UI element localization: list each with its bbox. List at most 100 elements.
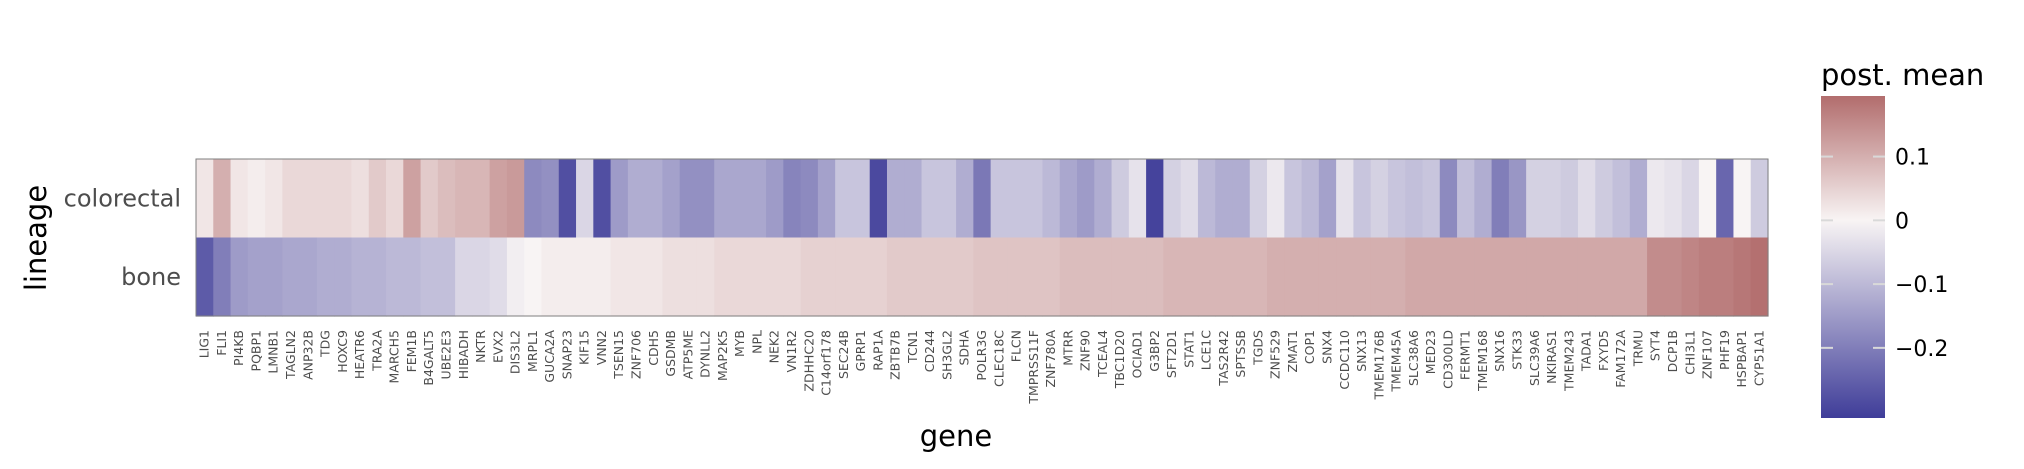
heatmap-cell [334, 159, 353, 239]
column-label: SFT2D1 [1164, 330, 1179, 378]
heatmap-cell [1664, 237, 1683, 317]
column-label: SH3GL2 [939, 330, 954, 380]
heatmap-cell [455, 159, 473, 239]
heatmap-cell [1146, 159, 1164, 239]
column-label: TRMU [1630, 330, 1645, 367]
heatmap-cell [1180, 159, 1199, 239]
heatmap-cells [196, 159, 1769, 317]
heatmap-cell [524, 159, 543, 239]
heatmap-cell [731, 159, 750, 239]
column-label: UBE2E3 [438, 330, 453, 379]
heatmap-cell [1180, 237, 1199, 317]
heatmap-cell [1405, 237, 1424, 317]
heatmap-cell [1457, 159, 1475, 239]
column-label: SEC24B [836, 330, 851, 379]
heatmap-cell [265, 159, 283, 239]
column-label: TMEM176B [1371, 330, 1386, 401]
heatmap-cell [1577, 159, 1596, 239]
heatmap-cell [627, 237, 646, 317]
column-label: TBC1D20 [1112, 330, 1127, 389]
heatmap-cell [1059, 159, 1078, 239]
heatmap-cell [524, 237, 543, 317]
heatmap-cell [437, 159, 456, 239]
heatmap-cell [196, 159, 214, 239]
colorbar-ticks: 0.1 0 −0.1 −0.2 [1821, 146, 1948, 362]
column-label: TCN1 [905, 330, 920, 364]
heatmap-cell [1750, 237, 1769, 317]
heatmap-cell [386, 237, 404, 317]
column-label: G3BP2 [1147, 330, 1162, 372]
heatmap-cell [1491, 159, 1510, 239]
heatmap-cell [904, 159, 923, 239]
column-label: HOXC9 [335, 330, 350, 373]
column-labels: LIG1 FLI1 PI4KB PQBP1 LMNB1 TAGLN2 ANP32B TDG HO… [197, 330, 1767, 405]
heatmap-cell [852, 237, 871, 317]
heatmap-cell [1647, 159, 1665, 239]
colorbar-tick-label: −0.2 [1895, 337, 1948, 362]
column-label: POLR3G [974, 330, 989, 381]
column-label: MED23 [1423, 330, 1438, 374]
heatmap-cell [213, 237, 232, 317]
column-label: PHF19 [1717, 330, 1732, 370]
heatmap-cell [869, 159, 888, 239]
heatmap-cell [748, 237, 767, 317]
column-label: TCEAL4 [1095, 330, 1110, 378]
heatmap-cell [696, 159, 715, 239]
heatmap-cell [886, 159, 905, 239]
heatmap-cell [1128, 159, 1147, 239]
heatmap-cell [904, 237, 923, 317]
heatmap-cell [472, 237, 491, 317]
row-label: colorectal [64, 184, 181, 212]
column-label: SNX13 [1354, 330, 1369, 372]
column-label: COP1 [1302, 330, 1317, 364]
heatmap-cell [403, 237, 422, 317]
heatmap-cell [1042, 237, 1061, 317]
heatmap-cell [1042, 159, 1061, 239]
heatmap-cell [1508, 159, 1527, 239]
heatmap-cell [1249, 159, 1268, 239]
heatmap-cell [247, 159, 266, 239]
heatmap-cell [800, 237, 819, 317]
heatmap-cell [1629, 237, 1648, 317]
heatmap-cell [1215, 237, 1234, 317]
heatmap-cell [1232, 237, 1251, 317]
column-label: SLC39A6 [1527, 330, 1542, 386]
heatmap-cell [1077, 159, 1095, 239]
column-label: TAGLN2 [283, 330, 298, 380]
heatmap-cell [299, 237, 318, 317]
row-label: bone [121, 263, 181, 291]
heatmap-cell [1267, 237, 1285, 317]
heatmap-cell [558, 237, 577, 317]
heatmap-cell [230, 159, 249, 239]
heatmap-cell [213, 159, 232, 239]
heatmap-cell [1007, 159, 1026, 239]
heatmap-cell [1439, 159, 1458, 239]
heatmap-cell [1595, 237, 1614, 317]
column-label: CDH5 [646, 330, 661, 366]
heatmap-cell [1664, 159, 1683, 239]
heatmap-cell [576, 237, 594, 317]
heatmap-cell [1353, 159, 1372, 239]
column-label: FLI1 [214, 330, 229, 356]
heatmap-cell [316, 237, 335, 317]
column-label: FLCN [1009, 330, 1024, 362]
heatmap-cell [973, 237, 992, 317]
column-label: SYT4 [1648, 330, 1663, 361]
heatmap-cell [731, 237, 750, 317]
heatmap-cell [1491, 237, 1510, 317]
column-label: CYP51A1 [1751, 330, 1766, 386]
heatmap-cell [800, 159, 819, 239]
heatmap-cell [627, 159, 646, 239]
heatmap-cell [1681, 159, 1700, 239]
column-label: DYNLL2 [698, 330, 713, 378]
heatmap-cell [1353, 237, 1372, 317]
heatmap-cell [1318, 159, 1337, 239]
column-label: ZNF90 [1078, 330, 1093, 371]
heatmap-cell [1716, 237, 1735, 317]
row-labels: colorectal bone [64, 184, 181, 291]
heatmap-cell [1318, 237, 1337, 317]
column-label: ANP32B [300, 330, 315, 380]
heatmap-cell [1698, 159, 1717, 239]
heatmap-cell [1526, 237, 1545, 317]
column-label: CLEC18C [991, 330, 1006, 387]
